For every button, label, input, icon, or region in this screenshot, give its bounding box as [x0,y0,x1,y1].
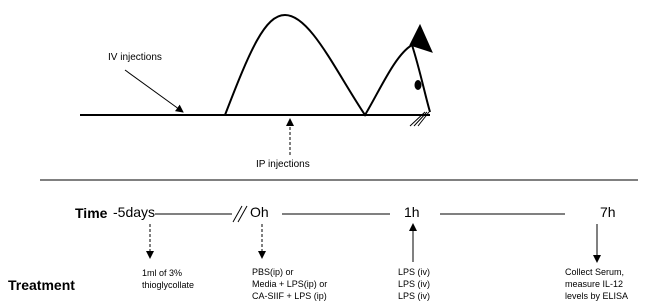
mouse-eye [415,80,422,90]
time-point: 1h [404,204,420,220]
time-point: Oh [250,204,269,220]
treatment-text: LPS (iv) [398,279,430,289]
time-point: 7h [600,204,616,220]
treatment-text: CA-SIIF + LPS (ip) [252,291,327,301]
treatment-text: Collect Serum, [565,267,624,277]
treatment-text: 1ml of 3% [142,268,182,278]
treatment-text: PBS(ip) or [252,267,294,277]
treatment-text: LPS (iv) [398,267,430,277]
iv-arrow [125,70,183,112]
treatment-text: thioglycollate [142,280,194,290]
treatment-text: Media + LPS(ip) or [252,279,327,289]
mouse-body [225,15,430,115]
time-row-label: Time [75,205,108,221]
iv-label: IV injections [108,52,162,63]
treatment-row-label: Treatment [8,277,75,293]
timeline-lines [155,206,565,222]
time-point: -5days [113,204,155,220]
diagram: IV injections IP injections Time Treatme… [0,0,645,308]
treatment-text: levels by ELISA [565,291,628,301]
mouse-illustration [80,15,432,126]
treatment-text: LPS (iv) [398,291,430,301]
ip-label: IP injections [256,159,310,170]
treatment-text: measure IL-12 [565,279,623,289]
page: IV injections IP injections Time Treatme… [0,0,645,308]
